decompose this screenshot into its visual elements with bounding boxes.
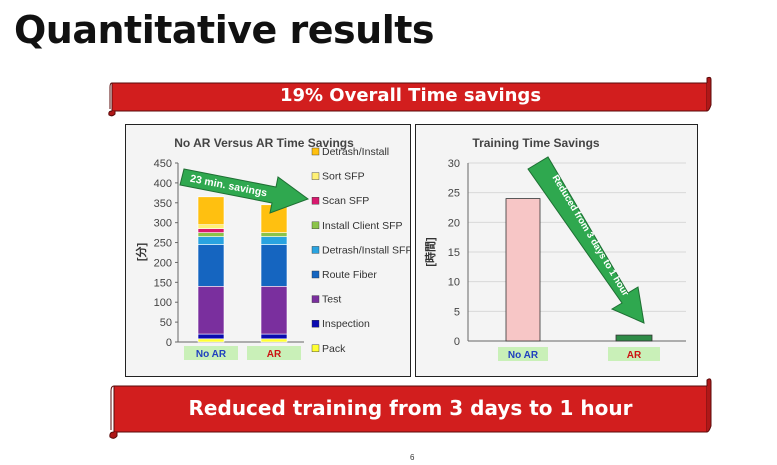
chart1-legend-label: Test: [322, 294, 341, 306]
chart1-legend-swatch: [311, 246, 320, 254]
chart1-bar-segment: [197, 228, 225, 233]
chart1-bar-segment: [197, 244, 225, 287]
chart1-legend-label: Sort SFP: [322, 171, 365, 183]
chart2-y-tick-label: 25: [448, 188, 460, 200]
chart1-category-label-bg: [184, 346, 238, 360]
chart1-category-label-bg: [247, 346, 301, 360]
bottom-banner: Reduced training from 3 days to 1 hour: [108, 376, 713, 440]
chart1-title: No AR Versus AR Time Savings: [174, 136, 354, 150]
chart1-legend-swatch: [311, 147, 320, 156]
chart1-legend-label: Pack: [322, 343, 346, 355]
chart1-y-tick-label: 50: [160, 317, 172, 329]
chart2-y-tick-label: 5: [454, 306, 460, 318]
chart2-bar: [505, 198, 541, 342]
chart1-category-label: No AR: [196, 349, 227, 360]
top-banner-scroll-shape: [108, 76, 712, 117]
chart1-y-tick-label: 450: [154, 158, 172, 170]
chart1-bar-segment: [197, 338, 225, 343]
chart1-y-tick-label: 200: [154, 257, 172, 269]
chart1-y-tick-label: 300: [154, 218, 172, 230]
chart1-legend-label: Route Fiber: [322, 269, 377, 281]
slide-title: Quantitative results: [14, 8, 435, 52]
training-time-chart: Training Time Savings 0 5 10 15 20 25 30 [時間] No …: [423, 136, 686, 361]
chart2-y-axis-label: [時間]: [423, 237, 437, 267]
bottom-banner-text: Reduced training from 3 days to 1 hour: [188, 396, 633, 420]
chart1-y-tick-label: 150: [154, 277, 172, 289]
chart1-legend-swatch: [311, 344, 320, 353]
chart1-bar-segment: [260, 244, 288, 287]
chart2-y-tick-label: 10: [448, 277, 460, 289]
chart1-y-tick-label: 100: [154, 297, 172, 309]
chart1-bar-segment: [197, 196, 225, 225]
chart1-legend-swatch: [311, 196, 320, 205]
chart1-legend-label: Detrash/Install: [322, 146, 389, 158]
chart1-category-label: AR: [267, 349, 282, 360]
chart1-legend-swatch: [311, 270, 320, 279]
time-savings-chart: No AR Versus AR Time Savings 0 50 100 150 200…: [134, 136, 410, 360]
chart1-bar-segment: [260, 338, 288, 343]
chart1-legend-label: Inspection: [322, 318, 370, 330]
chart2-annotation: Reduced from 3 days to 1 hour: [550, 173, 631, 298]
top-banner: 19% Overall Time savings: [108, 75, 713, 117]
chart1-bar-segment: [260, 286, 288, 335]
chart1-bar-segment: [197, 236, 225, 245]
chart1-y-tick-label: 250: [154, 238, 172, 250]
bottom-banner-scroll-shape: [109, 378, 712, 439]
chart2-title: Training Time Savings: [472, 136, 599, 150]
chart2-category-label-bg: [498, 347, 548, 361]
chart1-y-tick-label: 400: [154, 178, 172, 190]
chart1-bar-segment: [197, 286, 225, 335]
chart1-y-tick-label: 350: [154, 198, 172, 210]
chart1-bar-segment: [260, 333, 288, 340]
chart1-bar-segment: [197, 232, 225, 237]
chart2-y-tick-label: 0: [454, 336, 460, 348]
chart1-savings-arrow: [179, 168, 310, 214]
top-banner-text: 19% Overall Time savings: [279, 85, 542, 106]
chart2-category-label-bg: [608, 347, 660, 361]
chart1-legend-swatch: [311, 221, 320, 230]
left-chart-panel: No AR Versus AR Time Savings 0 50 100 150 200…: [125, 124, 411, 377]
chart1-y-axis-label: [分]: [134, 243, 148, 262]
chart1-legend-label: Scan SFP: [322, 195, 369, 207]
chart1-bar-segment: [197, 333, 225, 340]
chart1-legend-label: Install Client SFP: [322, 220, 403, 232]
chart1-annotation: 23 min. savings: [189, 173, 268, 200]
chart1-legend-swatch: [311, 319, 320, 328]
chart1-legend-label: Detrash/Install SFP: [322, 244, 410, 256]
chart1-bar-segment: [260, 232, 288, 237]
chart1-y-tick-label: 0: [166, 337, 172, 349]
chart2-category-label: No AR: [508, 350, 539, 361]
chart2-category-label: AR: [627, 350, 642, 361]
chart2-y-tick-label: 15: [448, 247, 460, 259]
chart1-bar-segment: [260, 236, 288, 245]
chart2-y-tick-label: 20: [448, 217, 460, 229]
right-chart-panel: Training Time Savings 0 5 10 15 20 25 30 [時間] No …: [415, 124, 698, 377]
chart2-bar: [615, 334, 653, 342]
page-number: 6: [410, 453, 415, 462]
chart1-legend-swatch: [311, 172, 320, 180]
chart2-reduction-arrow: [527, 156, 645, 324]
chart1-bar-segment: [197, 224, 225, 229]
chart1-legend-swatch: [311, 295, 320, 303]
chart2-y-tick-label: 30: [448, 158, 460, 170]
